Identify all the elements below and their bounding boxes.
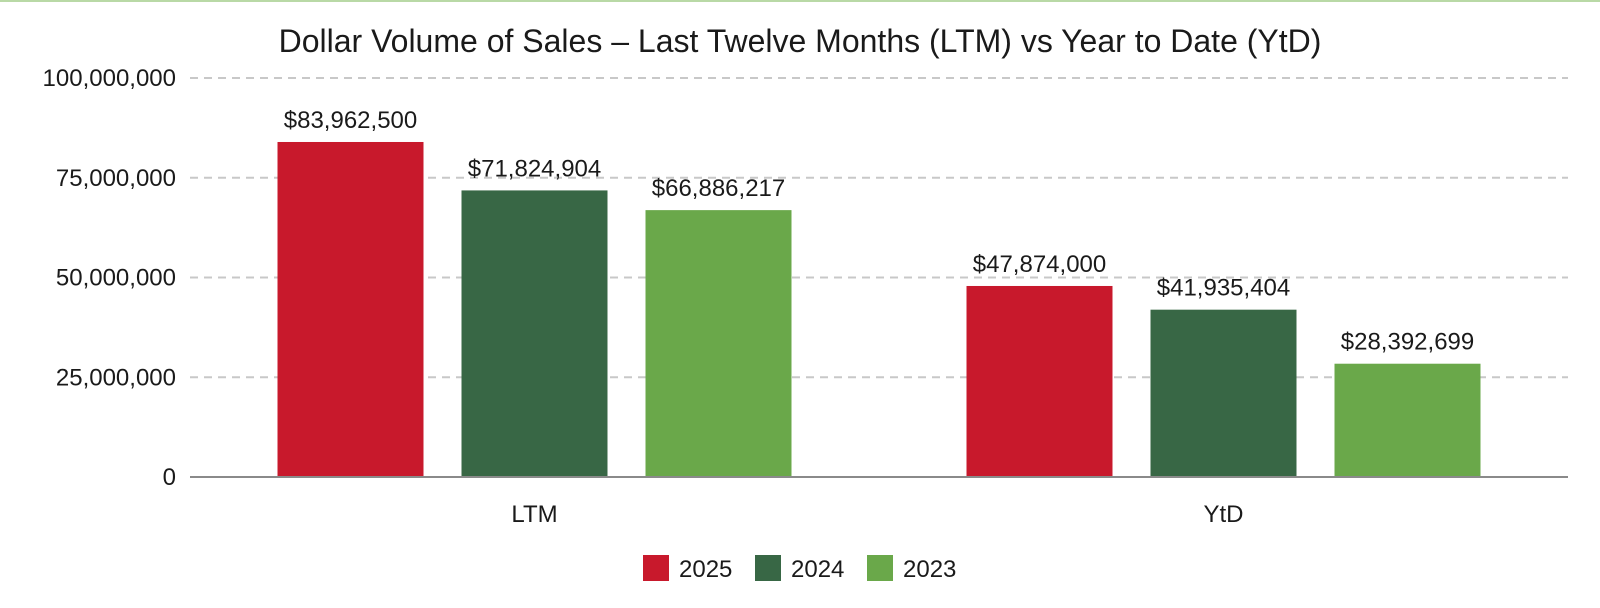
- legend[interactable]: 2025 2024 2023: [643, 555, 956, 583]
- x-axis-category-labels: LTM YtD: [511, 501, 1243, 528]
- bar-2023-LTM: [645, 210, 792, 477]
- data-label: $66,886,217: [652, 175, 785, 202]
- bar-2025-YtD: [966, 285, 1113, 477]
- data-labels: $83,962,500 $71,824,904 $66,886,217 $47,874…: [284, 107, 1474, 356]
- data-label: $28,392,699: [1341, 329, 1474, 356]
- y-tick-label: 25,000,000: [56, 364, 176, 391]
- y-tick-label: 75,000,000: [56, 165, 176, 192]
- x-category-label: YtD: [1203, 501, 1243, 528]
- bars: [277, 141, 1481, 477]
- legend-swatch: [867, 555, 893, 581]
- legend-swatch: [643, 555, 669, 581]
- y-tick-label: 50,000,000: [56, 265, 176, 292]
- data-label: $71,824,904: [468, 155, 601, 182]
- legend-item-2023[interactable]: 2023: [867, 555, 956, 583]
- y-tick-label: 100,000,000: [43, 65, 176, 92]
- chart-title: Dollar Volume of Sales – Last Twelve Mon…: [279, 23, 1322, 59]
- bar-2024-YtD: [1150, 309, 1297, 477]
- data-label: $83,962,500: [284, 107, 417, 134]
- legend-label: 2025: [679, 556, 732, 583]
- bar-2023-YtD: [1334, 363, 1481, 477]
- y-tick-label: 0: [163, 464, 176, 491]
- legend-swatch: [755, 555, 781, 581]
- legend-item-2025[interactable]: 2025: [643, 555, 732, 583]
- data-label: $47,874,000: [973, 251, 1106, 278]
- legend-label: 2023: [903, 556, 956, 583]
- y-axis-tick-labels: 0 25,000,000 50,000,000 75,000,000 100,000,0…: [43, 65, 176, 491]
- legend-label: 2024: [791, 556, 844, 583]
- bar-2024-LTM: [461, 190, 608, 477]
- bar-2025-LTM: [277, 141, 424, 477]
- top-accent-rule: [0, 0, 1600, 2]
- x-category-label: LTM: [511, 501, 557, 528]
- legend-item-2024[interactable]: 2024: [755, 555, 844, 583]
- data-label: $41,935,404: [1157, 275, 1290, 302]
